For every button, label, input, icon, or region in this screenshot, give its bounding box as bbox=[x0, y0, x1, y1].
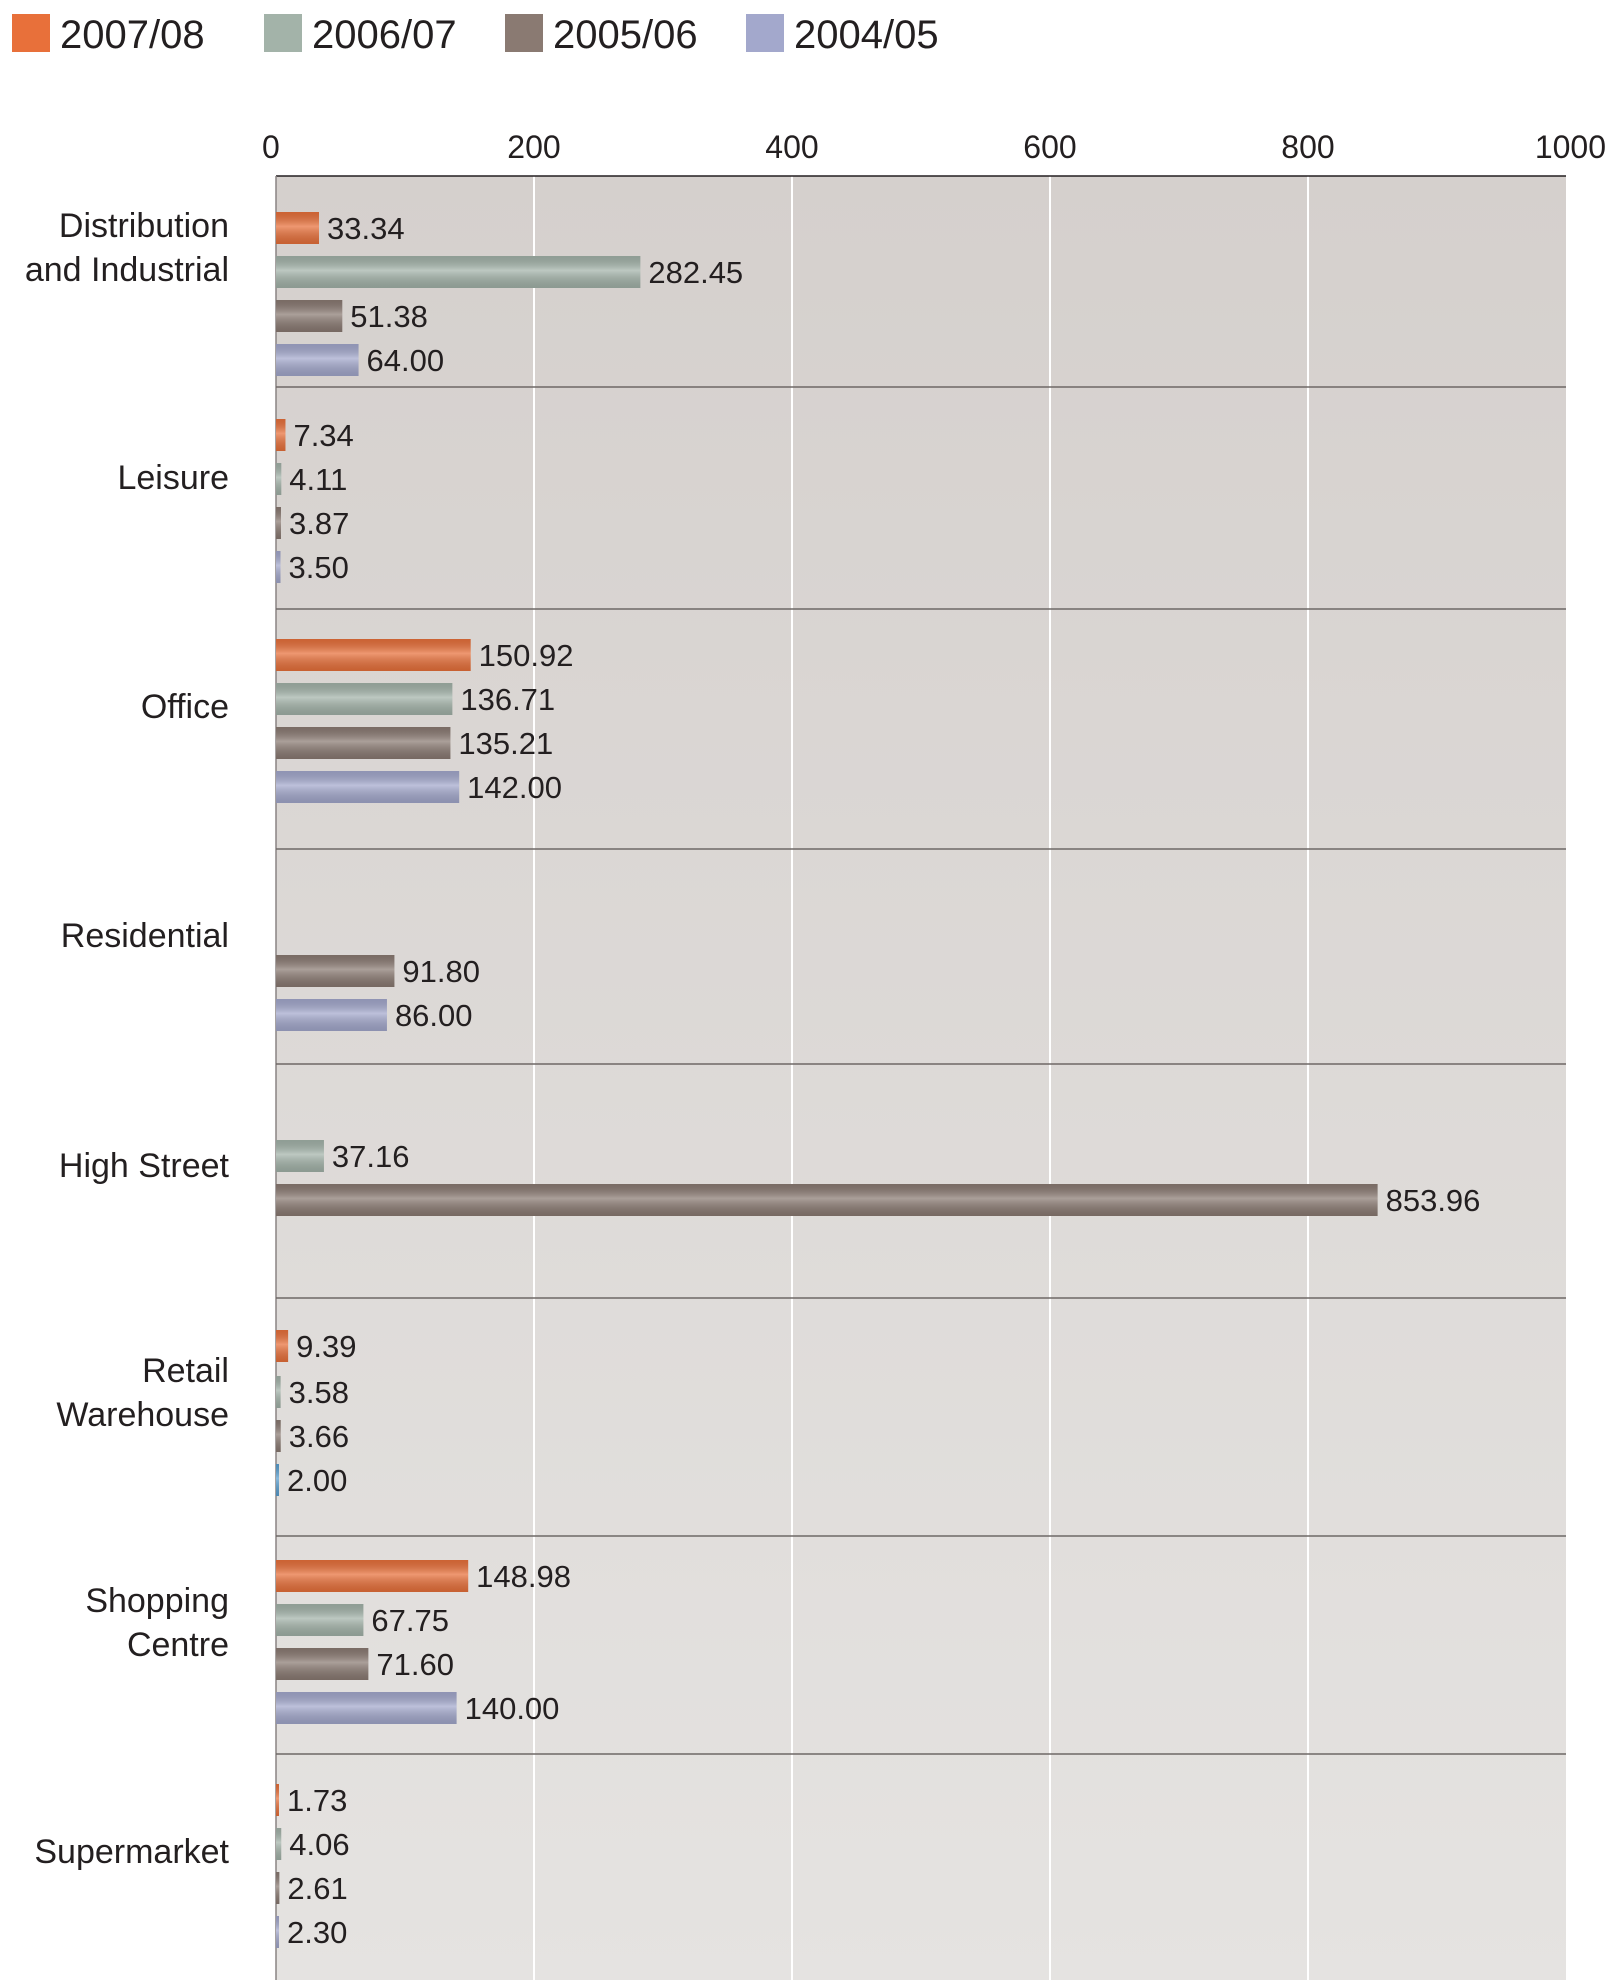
legend-label: 2006/07 bbox=[312, 13, 457, 57]
data-label-high-street-2006-07: 37.16 bbox=[332, 1139, 410, 1174]
legend-label: 2004/05 bbox=[794, 13, 939, 57]
bar-supermarket-2004-05-shading bbox=[276, 1916, 279, 1948]
bar-retail-warehouse-2006-07-shading bbox=[276, 1376, 281, 1408]
category-label-shopping-centre: Shopping bbox=[85, 1582, 229, 1620]
x-tick-label: 200 bbox=[507, 129, 560, 165]
data-label-distribution-and-industrial-2005-06: 51.38 bbox=[350, 299, 428, 334]
bar-distribution-and-industrial-2005-06-shading bbox=[276, 300, 343, 332]
category-label-office: Office bbox=[141, 688, 229, 726]
data-label-leisure-2006-07: 4.11 bbox=[289, 462, 347, 497]
bar-residential-2005-06-shading bbox=[276, 955, 395, 987]
legend-label: 2005/06 bbox=[553, 13, 698, 57]
bar-distribution-and-industrial-2007-08-shading bbox=[276, 212, 320, 244]
category-label-residential: Residential bbox=[61, 917, 229, 955]
legend-label: 2007/08 bbox=[60, 13, 205, 57]
bar-leisure-2004-05-shading bbox=[276, 551, 281, 583]
bars bbox=[276, 212, 1378, 1948]
plot-area bbox=[276, 176, 1566, 1980]
legend-item-2006-07: 2006/07 bbox=[264, 13, 457, 57]
data-label-shopping-centre-2005-06: 71.60 bbox=[376, 1647, 454, 1682]
data-label-retail-warehouse-2005-06: 3.66 bbox=[289, 1419, 349, 1454]
data-label-supermarket-2004-05: 2.30 bbox=[287, 1915, 347, 1950]
bar-supermarket-2005-06-shading bbox=[276, 1872, 280, 1904]
legend-item-2005-06: 2005/06 bbox=[505, 13, 698, 57]
bar-retail-warehouse-2004-05-shading bbox=[276, 1464, 279, 1496]
bar-office-2006-07-shading bbox=[276, 683, 453, 715]
bar-shopping-centre-2007-08-shading bbox=[276, 1560, 469, 1592]
x-axis-ticks: 0 200 400 600 800 1000 bbox=[262, 129, 1606, 1980]
x-tick-label: 1000 bbox=[1535, 129, 1606, 165]
data-label-residential-2005-06: 91.80 bbox=[402, 954, 480, 989]
data-label-distribution-and-industrial-2007-08: 33.34 bbox=[327, 211, 405, 246]
data-labels: 33.34 282.45 51.38 64.00 7.34 4.11 3.87 3.50 150… bbox=[287, 211, 1480, 1950]
data-label-supermarket-2005-06: 2.61 bbox=[287, 1871, 347, 1906]
data-label-retail-warehouse-2006-07: 3.58 bbox=[289, 1375, 349, 1410]
legend-swatch bbox=[746, 14, 784, 52]
x-tick-label: 800 bbox=[1281, 129, 1334, 165]
x-tick-label: 400 bbox=[765, 129, 818, 165]
category-label-retail-warehouse: Retail bbox=[142, 1352, 229, 1390]
data-label-leisure-2007-08: 7.34 bbox=[293, 418, 353, 453]
bar-office-2004-05-shading bbox=[276, 771, 460, 803]
bar-office-2005-06-shading bbox=[276, 727, 451, 759]
bar-shopping-centre-2005-06-shading bbox=[276, 1648, 369, 1680]
data-label-high-street-2005-06: 853.96 bbox=[1386, 1183, 1481, 1218]
bar-supermarket-2006-07-shading bbox=[276, 1828, 282, 1860]
bar-leisure-2007-08-shading bbox=[276, 419, 286, 451]
data-label-shopping-centre-2006-07: 67.75 bbox=[371, 1603, 449, 1638]
bar-residential-2004-05-shading bbox=[276, 999, 387, 1031]
bar-supermarket-2007-08-shading bbox=[276, 1784, 279, 1816]
category-label-supermarket: Supermarket bbox=[34, 1833, 229, 1871]
gridlines bbox=[533, 176, 1309, 1980]
bar-office-2007-08-shading bbox=[276, 639, 471, 671]
data-label-distribution-and-industrial-2006-07: 282.45 bbox=[648, 255, 743, 290]
x-tick-label: 600 bbox=[1023, 129, 1076, 165]
data-label-shopping-centre-2004-05: 140.00 bbox=[465, 1691, 560, 1726]
bar-retail-warehouse-2007-08-shading bbox=[276, 1330, 289, 1362]
data-label-supermarket-2007-08: 1.73 bbox=[287, 1783, 347, 1818]
data-label-office-2007-08: 150.92 bbox=[479, 638, 574, 673]
category-label-retail-warehouse: Warehouse bbox=[56, 1396, 229, 1434]
data-label-retail-warehouse-2004-05: 2.00 bbox=[287, 1463, 347, 1498]
bar-high-street-2006-07-shading bbox=[276, 1140, 324, 1172]
category-labels: Distribution and Industrial Leisure Office R… bbox=[25, 207, 230, 1871]
category-label-distribution-and-industrial: and Industrial bbox=[25, 251, 229, 289]
data-label-residential-2004-05: 86.00 bbox=[395, 998, 473, 1033]
bar-distribution-and-industrial-2006-07-shading bbox=[276, 256, 641, 288]
data-label-office-2006-07: 136.71 bbox=[460, 682, 555, 717]
bar-leisure-2005-06-shading bbox=[276, 507, 281, 539]
category-label-distribution-and-industrial: Distribution bbox=[59, 207, 229, 245]
data-label-office-2005-06: 135.21 bbox=[458, 726, 553, 761]
bar-retail-warehouse-2005-06-shading bbox=[276, 1420, 281, 1452]
category-label-high-street: High Street bbox=[59, 1147, 230, 1185]
category-label-leisure: Leisure bbox=[117, 459, 229, 497]
data-label-shopping-centre-2007-08: 148.98 bbox=[476, 1559, 571, 1594]
bar-high-street-2005-06-shading bbox=[276, 1184, 1378, 1216]
bar-leisure-2006-07-shading bbox=[276, 463, 282, 495]
category-separators bbox=[276, 386, 1566, 1755]
legend-item-2004-05: 2004/05 bbox=[746, 13, 939, 57]
category-label-shopping-centre: Centre bbox=[127, 1626, 229, 1664]
data-label-office-2004-05: 142.00 bbox=[467, 770, 562, 805]
legend-swatch bbox=[12, 14, 50, 52]
legend-swatch bbox=[505, 14, 543, 52]
bar-distribution-and-industrial-2004-05-shading bbox=[276, 344, 359, 376]
legend: 2007/08 2006/07 2005/06 2004/05 bbox=[12, 13, 939, 57]
legend-swatch bbox=[264, 14, 302, 52]
data-label-distribution-and-industrial-2004-05: 64.00 bbox=[367, 343, 445, 378]
data-label-retail-warehouse-2007-08: 9.39 bbox=[296, 1329, 356, 1364]
bar-shopping-centre-2006-07-shading bbox=[276, 1604, 364, 1636]
data-label-leisure-2005-06: 3.87 bbox=[289, 506, 349, 541]
legend-item-2007-08: 2007/08 bbox=[12, 13, 205, 57]
data-label-supermarket-2006-07: 4.06 bbox=[289, 1827, 349, 1862]
bar-shopping-centre-2004-05-shading bbox=[276, 1692, 457, 1724]
x-tick-label: 0 bbox=[262, 129, 280, 165]
data-label-leisure-2004-05: 3.50 bbox=[289, 550, 349, 585]
